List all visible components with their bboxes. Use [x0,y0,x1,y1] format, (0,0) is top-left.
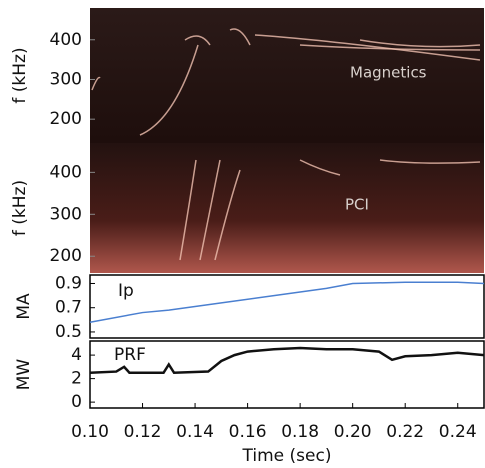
y-axis-label: f (kHz) [10,47,30,103]
plot-frame [89,274,485,339]
spectral-feature [359,39,481,48]
x-tick-label: 0.18 [281,422,319,442]
y-axis-label: f (kHz) [10,180,30,236]
y-tick-label: 200 [50,246,82,266]
y-axis-label: MA [14,293,34,320]
spectral-feature [299,44,481,51]
y-tick-label: 300 [50,69,82,89]
spectral-feature [254,34,481,61]
x-tick-label: 0.10 [71,422,109,442]
x-tick-label: 0.22 [386,422,424,442]
y-tick-label: 200 [50,109,82,129]
y-tick-label: 400 [50,30,82,50]
data-line [89,346,485,375]
x-tick-label: 0.14 [176,422,214,442]
y-tick-label: 300 [50,204,82,224]
spectral-feature [184,35,211,46]
spectral-feature [299,159,341,176]
spectral-feature [139,44,199,136]
y-tick-label: 0.9 [55,273,82,293]
y-tick-label: 0.5 [55,322,82,342]
y-tick-label: 4 [71,345,82,365]
series-label: PRF [114,345,146,365]
x-tick-label: 0.20 [334,422,372,442]
x-tick-label: 0.24 [439,422,477,442]
spectral-feature [199,159,221,261]
spectrogram [90,143,484,273]
data-line [89,281,485,323]
spectral-feature [179,159,197,261]
x-tick-label: 0.16 [229,422,267,442]
x-tick-label: 0.12 [124,422,162,442]
y-tick-label: 0.7 [55,298,82,318]
annotation: PCI [345,196,369,214]
spectral-feature [379,159,481,164]
y-tick-label: 400 [50,162,82,182]
spectral-feature [91,76,101,91]
y-tick-label: 0 [71,392,82,412]
y-tick-label: 2 [71,369,82,389]
spectral-feature [214,169,241,261]
y-axis-label: MW [14,359,34,391]
spectrogram [90,8,484,143]
plot-frame [89,340,485,409]
spectral-feature [229,28,251,46]
annotation: Magnetics [350,64,427,82]
x-axis-label: Time (sec) [242,446,332,466]
series-label: Ip [118,281,134,301]
